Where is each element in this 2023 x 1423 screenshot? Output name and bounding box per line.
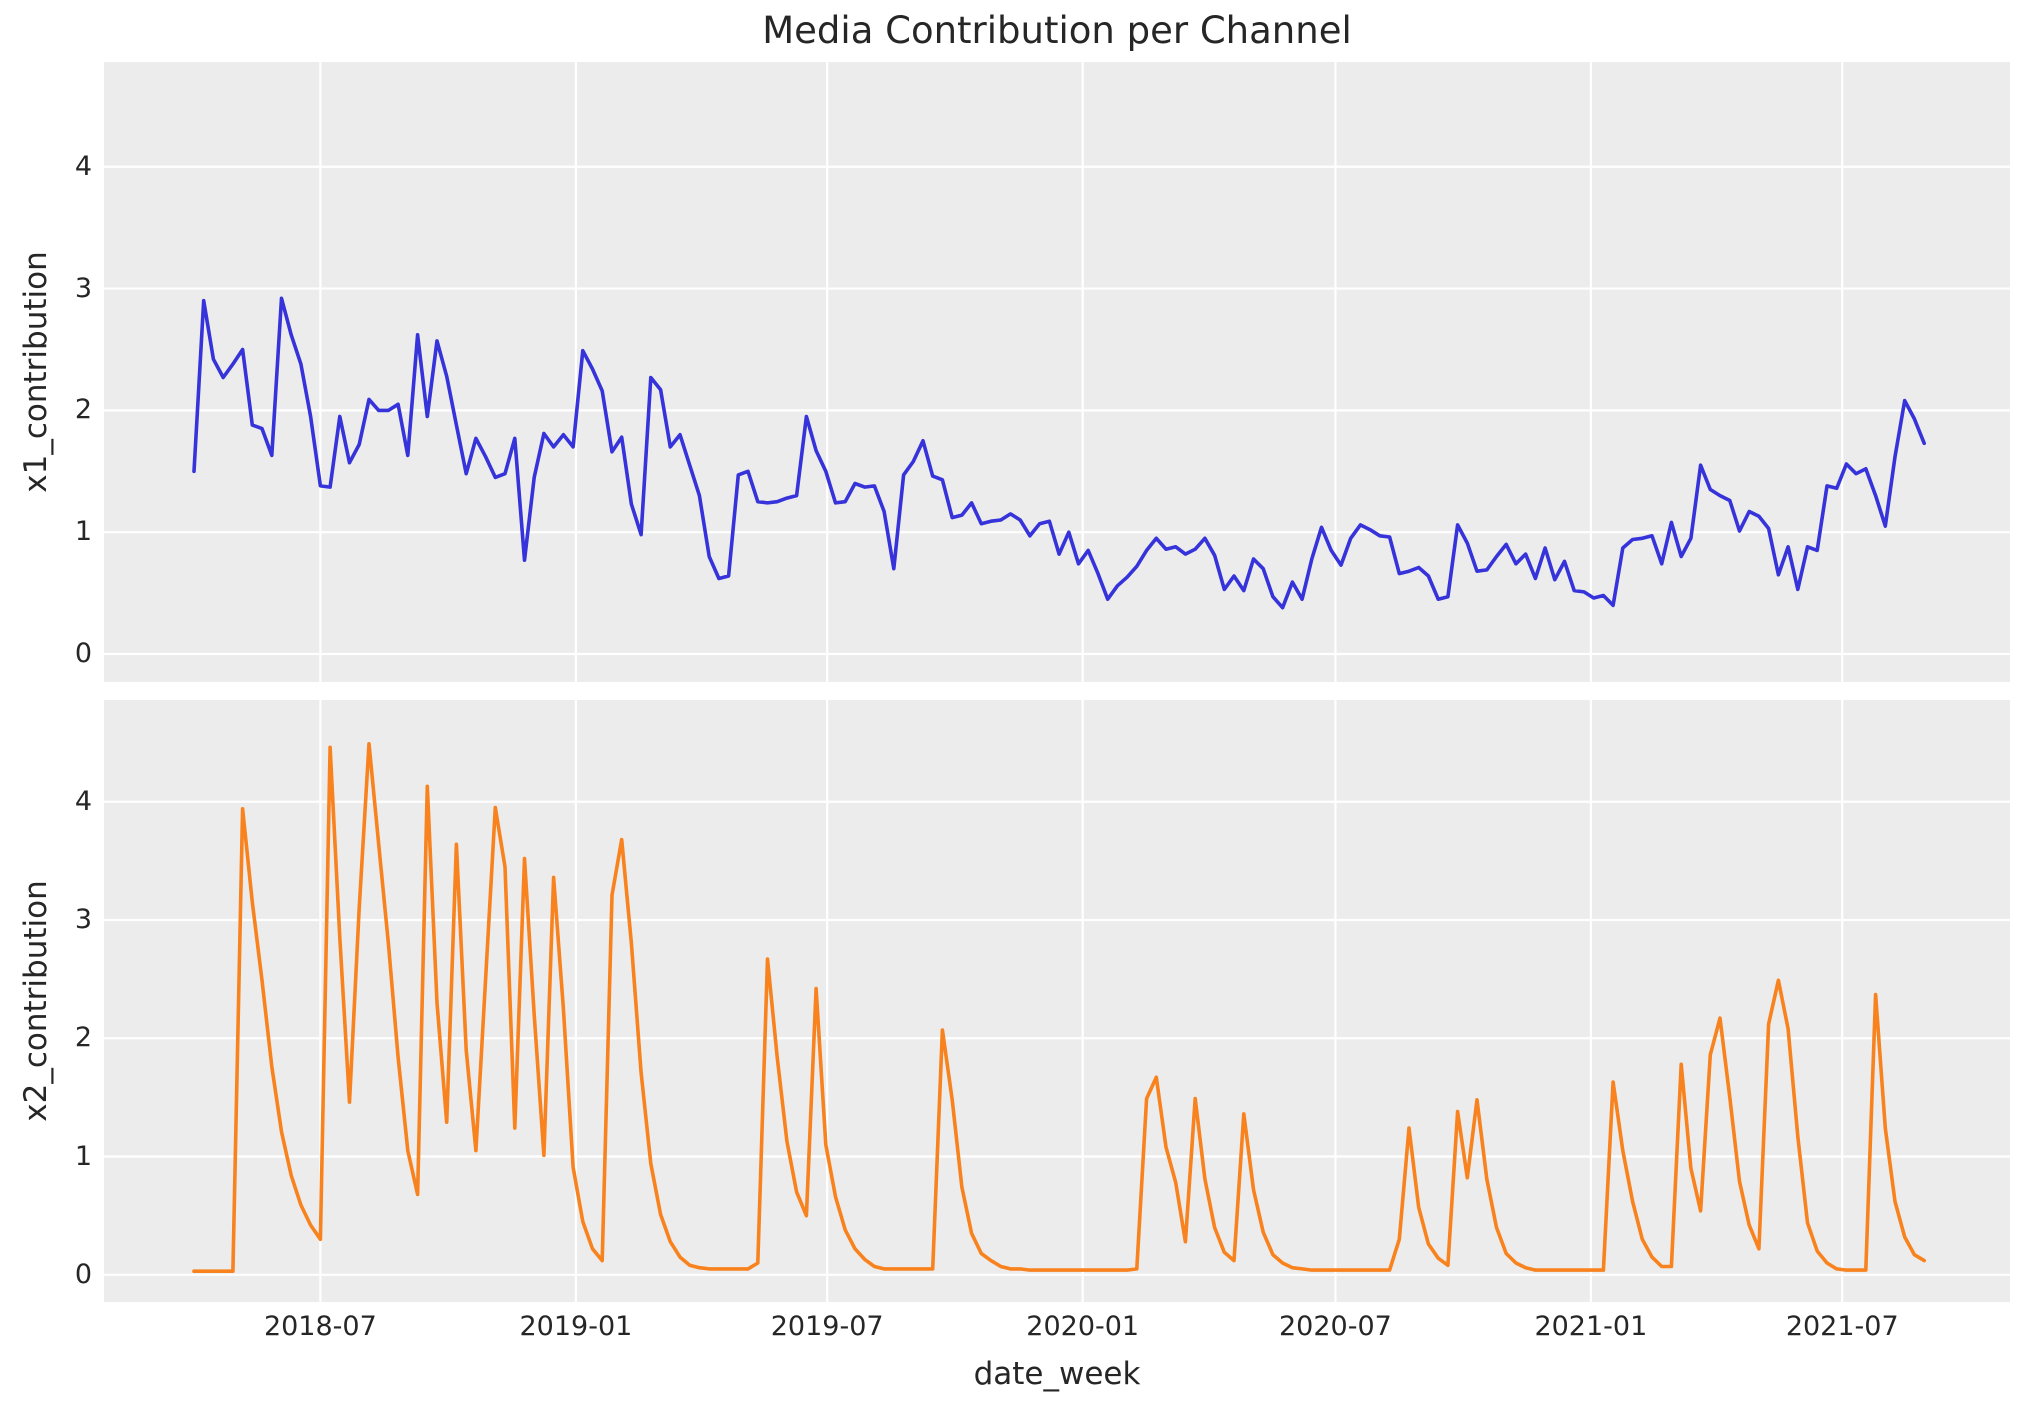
y-tick-label: 4 (74, 785, 92, 817)
x-tick-label: 2021-07 (1785, 1311, 1899, 1342)
x-tick-label: 2020-01 (1026, 1311, 1140, 1342)
x-axis-label: date_week (973, 1356, 1141, 1392)
chart-title: Media Contribution per Channel (762, 9, 1352, 52)
y-tick-label: 3 (74, 903, 92, 935)
x1_contribution-line (192, 296, 1926, 610)
y-tick-label: 2 (74, 1022, 92, 1054)
plot-canvas-x1_contribution (104, 62, 2010, 682)
y-tick-label: 3 (74, 272, 92, 304)
plot-canvas-x2_contribution (104, 700, 2010, 1302)
subplot-x1-contribution (104, 62, 2010, 682)
x2_contribution-line (192, 741, 1926, 1274)
y-tick-label: 1 (74, 516, 92, 548)
y-tick-label: 0 (74, 1258, 92, 1290)
x-tick-label: 2020-07 (1279, 1311, 1392, 1342)
y-tick-label: 4 (74, 150, 92, 182)
y-tick-label: 0 (74, 637, 92, 669)
x-tick-label: 2019-01 (519, 1311, 633, 1342)
x-tick-label: 2021-01 (1534, 1311, 1648, 1342)
x-tick-label: 2019-07 (770, 1311, 884, 1342)
y-tick-label: 1 (74, 1140, 92, 1172)
subplot-x2-contribution (104, 700, 2010, 1302)
y-tick-label: 2 (74, 394, 92, 426)
x-tick-label: 2018-07 (263, 1311, 377, 1342)
